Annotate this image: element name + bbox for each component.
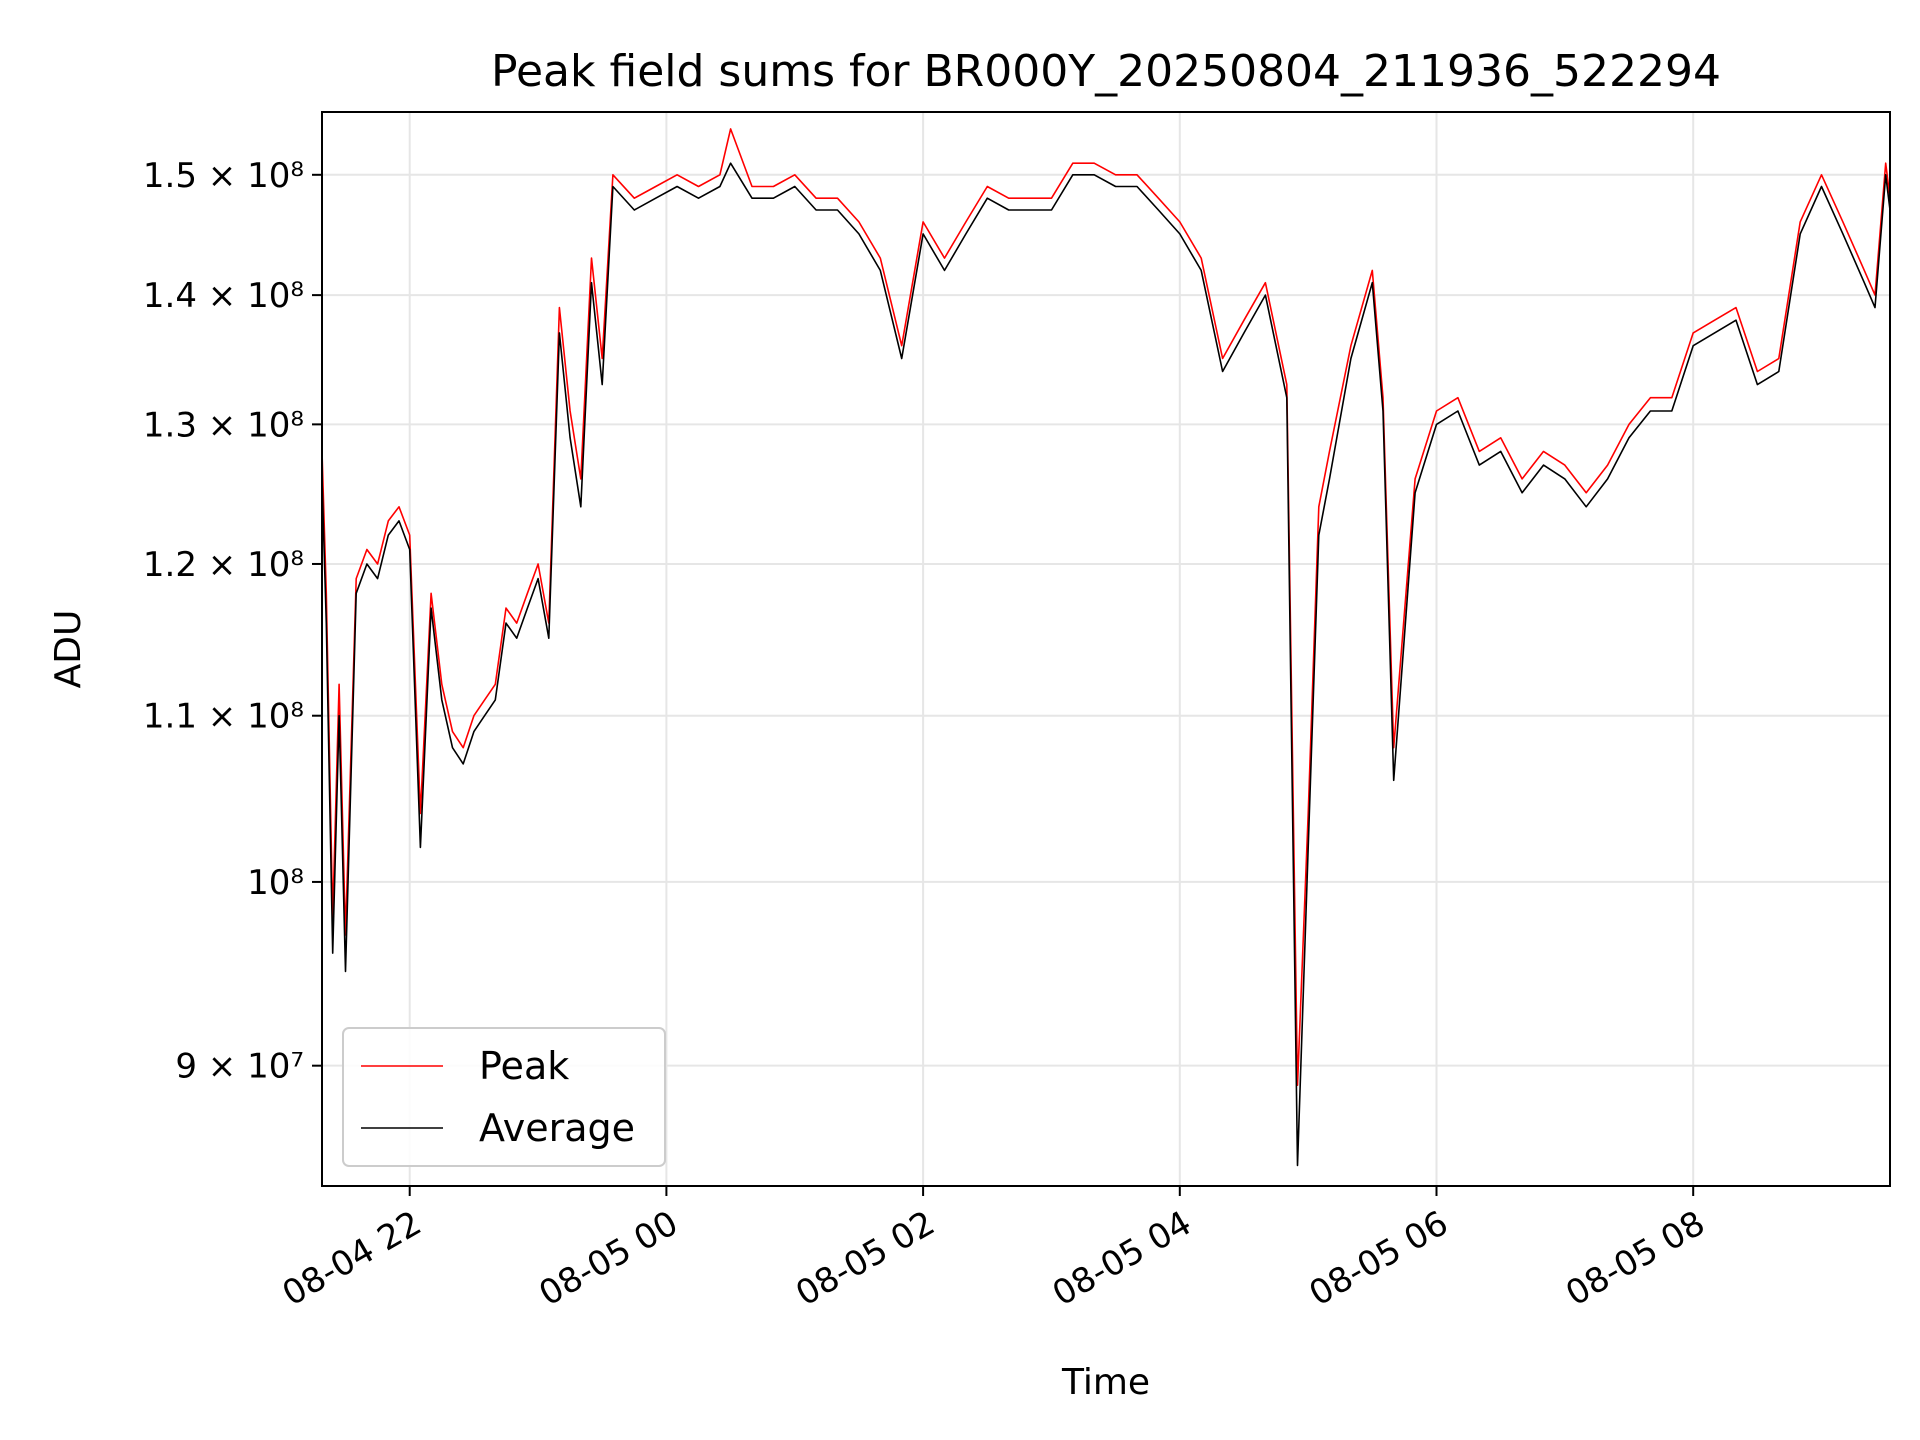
legend-label-peak: Peak — [479, 1044, 569, 1088]
y-tick-label: 1.5 × 10⁸ — [143, 156, 304, 196]
y-axis-label: ADU — [48, 610, 89, 689]
series-layer — [322, 128, 1890, 1167]
chart-title: Peak field sums for BR000Y_20250804_2119… — [491, 46, 1721, 97]
y-tick-label: 1.3 × 10⁸ — [143, 405, 304, 445]
plot-frame — [321, 111, 1891, 1187]
y-tick-label: 1.2 × 10⁸ — [143, 545, 304, 585]
y-tick-label: 9 × 10⁷ — [175, 1047, 304, 1087]
y-axis: 1.5 × 10⁸ 1.4 × 10⁸ 1.3 × 10⁸ 1.2 × 10⁸ 1.1 … — [143, 156, 322, 1087]
series-line-average — [322, 162, 1890, 1167]
y-tick-label: 1.4 × 10⁸ — [143, 276, 304, 316]
x-axis-label: Time — [1061, 1362, 1150, 1403]
legend: Peak Average — [342, 1027, 666, 1167]
series-line-peak — [322, 128, 1890, 1086]
y-tick-label: 1.1 × 10⁸ — [143, 697, 304, 737]
y-tick-label: 10⁸ — [247, 863, 304, 903]
legend-box — [342, 1027, 666, 1167]
legend-label-average: Average — [479, 1106, 635, 1150]
